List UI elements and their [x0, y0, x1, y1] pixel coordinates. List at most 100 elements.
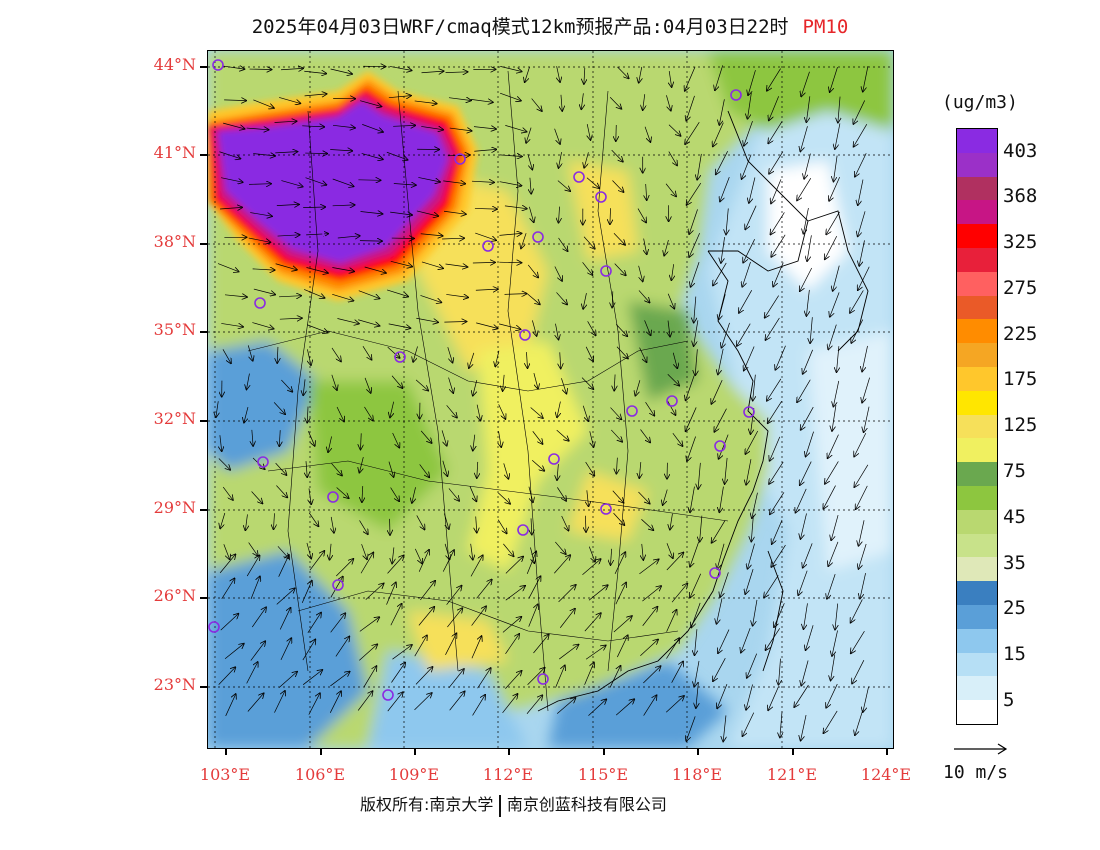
- lon-label: 121°E: [766, 765, 818, 784]
- wind-arrow: [719, 434, 729, 459]
- wind-arrow: [473, 434, 475, 451]
- wind-arrow: [690, 573, 702, 598]
- colorbar-segment: [957, 319, 997, 344]
- wind-arrow: [584, 67, 585, 84]
- wind-arrow: [218, 667, 236, 685]
- wind-arrow: [666, 95, 670, 110]
- wind-arrow: [502, 694, 518, 714]
- copyright-divider: [499, 794, 501, 817]
- wind-arrow: [503, 374, 505, 391]
- wind-arrow: [505, 586, 525, 601]
- wind-arrow: [807, 235, 812, 261]
- colorbar-label: 45: [1003, 506, 1026, 528]
- wind-arrow: [617, 635, 627, 658]
- wind-arrow: [639, 66, 642, 83]
- wind-arrow: [689, 209, 698, 234]
- wind-arrow: [725, 457, 728, 484]
- wind-arrow: [498, 404, 506, 419]
- lat-label: 23°N: [153, 675, 196, 694]
- wind-arrow: [823, 485, 836, 509]
- wind-arrow: [279, 318, 302, 319]
- wind-arrow: [505, 557, 523, 574]
- wind-arrow: [251, 607, 266, 628]
- wind-arrow: [364, 406, 372, 421]
- wind-arrow: [281, 68, 303, 69]
- wind-arrow: [831, 654, 836, 681]
- wind-arrow: [749, 177, 756, 203]
- wind-arrow: [302, 126, 324, 127]
- wind-arrow: [689, 232, 700, 257]
- wind-arrow: [832, 630, 838, 655]
- lon-tick: [320, 748, 322, 755]
- wind-arrow: [328, 436, 331, 452]
- wind-arrow: [477, 404, 480, 421]
- wind-arrow: [719, 486, 724, 513]
- city-marker-icon: [454, 153, 466, 165]
- wind-arrow: [741, 628, 751, 652]
- wind-arrow: [279, 296, 301, 297]
- wind-arrow: [274, 513, 275, 529]
- wind-arrow: [253, 288, 275, 294]
- wind-arrow: [862, 345, 868, 371]
- wind-arrow: [413, 346, 418, 361]
- colorbar-segment: [957, 438, 997, 463]
- wind-arrow: [302, 640, 315, 661]
- wind-arrow: [768, 121, 783, 143]
- city-marker-icon: [382, 689, 394, 701]
- wind-arrow: [391, 375, 402, 388]
- wind-arrow: [449, 128, 472, 131]
- wind-arrow: [583, 236, 595, 249]
- wind-arrow: [475, 232, 496, 240]
- wind-arrow: [833, 380, 840, 406]
- wind-arrow: [498, 323, 520, 329]
- wind-arrow: [637, 208, 646, 223]
- wind-arrow: [764, 575, 779, 597]
- wind-arrow: [360, 553, 373, 574]
- wind-arrow: [388, 461, 394, 477]
- wind-arrow: [751, 515, 753, 541]
- reference-vector-label: 10 m/s: [943, 762, 1009, 783]
- wind-arrow: [447, 608, 462, 628]
- wind-arrow: [527, 293, 540, 304]
- wind-arrow: [245, 514, 247, 530]
- wind-arrow: [765, 295, 779, 318]
- wind-arrow: [446, 294, 468, 297]
- map-panel[interactable]: [207, 50, 894, 749]
- wind-arrow: [668, 124, 681, 136]
- lon-tick: [414, 748, 416, 755]
- wind-arrow: [584, 663, 594, 685]
- wind-arrow: [360, 212, 382, 214]
- wind-arrow: [643, 695, 657, 716]
- lon-label: 115°E: [577, 765, 629, 784]
- wind-arrow: [721, 236, 725, 263]
- wind-arrow: [526, 127, 532, 143]
- wind-arrow: [609, 97, 621, 109]
- lat-tick: [200, 66, 207, 68]
- lat-label: 44°N: [153, 55, 196, 74]
- wind-arrow: [717, 684, 728, 708]
- wind-arrow: [748, 543, 755, 569]
- wind-arrow: [329, 691, 341, 713]
- wind-arrow: [686, 375, 695, 401]
- wind-arrow: [420, 581, 435, 601]
- wind-arrow: [803, 349, 813, 374]
- colorbar-segment: [957, 200, 997, 225]
- wind-arrow: [274, 691, 284, 713]
- colorbar-segment: [957, 224, 997, 249]
- wind-arrow: [526, 552, 536, 574]
- wind-arrow: [443, 181, 465, 184]
- wind-arrow: [669, 71, 671, 87]
- wind-arrow: [497, 519, 506, 534]
- city-marker-icon: [600, 503, 612, 515]
- wind-arrow: [415, 667, 433, 685]
- wind-arrow: [525, 66, 530, 82]
- wind-arrow: [359, 456, 364, 472]
- wind-arrow: [588, 546, 595, 562]
- wind-arrow: [716, 151, 728, 174]
- colorbar-segment: [957, 367, 997, 392]
- wind-arrow: [220, 435, 222, 451]
- wind-arrow: [447, 155, 470, 156]
- wind-arrow: [642, 607, 658, 626]
- wind-arrow: [279, 608, 290, 630]
- wind-arrow: [531, 460, 544, 471]
